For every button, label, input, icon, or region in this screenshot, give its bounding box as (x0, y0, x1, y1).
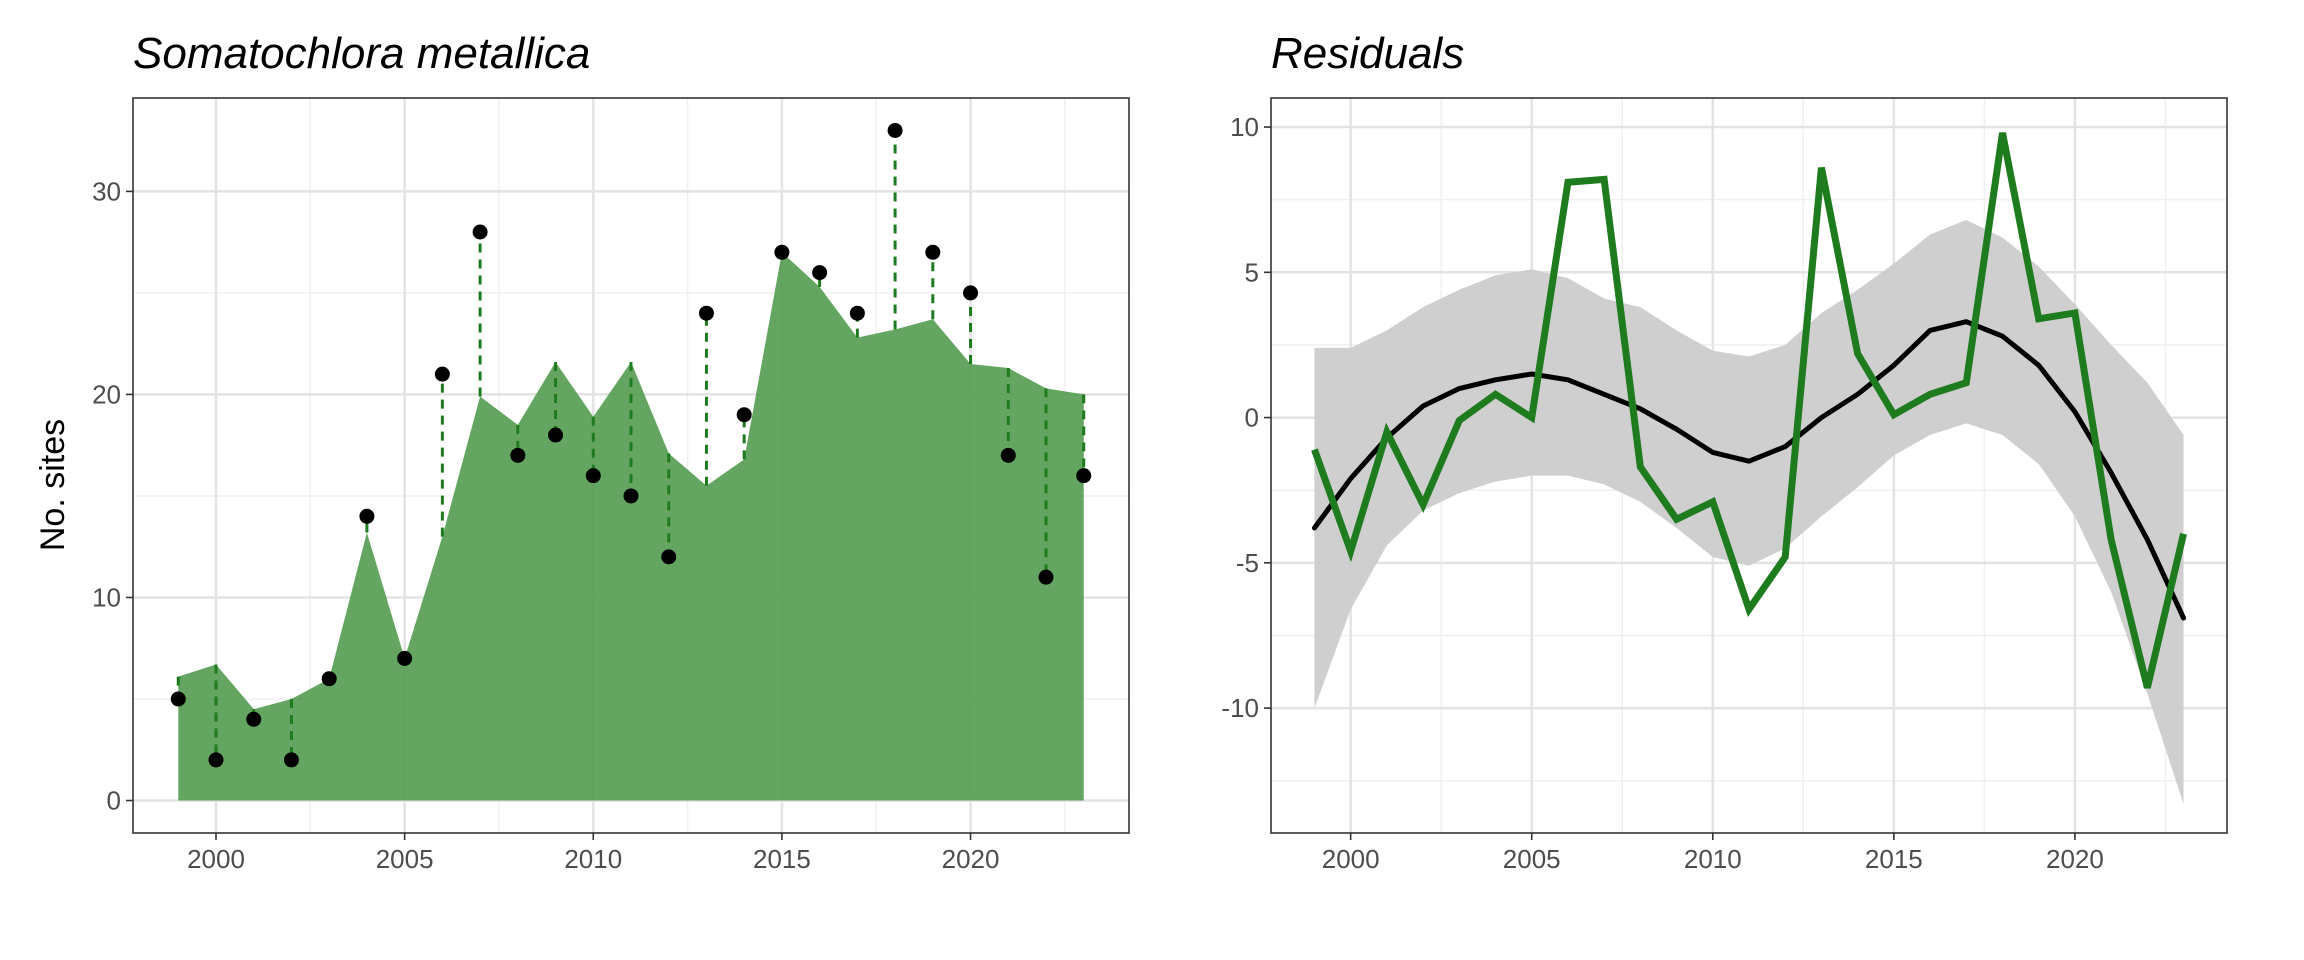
sites-ticks: 2000 2005 2010 2015 2020 0 10 20 30 (92, 176, 999, 874)
observed-point (434, 366, 450, 382)
sites-x-tick-label: 2015 (753, 844, 811, 874)
residuals-y-tick-label: -10 (1221, 693, 1259, 723)
residuals-panel-border (1270, 97, 2228, 834)
residuals-y-tick-label: -5 (1236, 548, 1259, 578)
observed-point (736, 407, 752, 423)
sites-y-tick-label: 0 (107, 786, 121, 816)
sites-y-axis-label: No. sites (34, 419, 72, 551)
residuals-y-tick-label: 5 (1245, 257, 1259, 287)
observed-point (1000, 447, 1016, 463)
observed-point (397, 650, 413, 666)
observed-point (585, 468, 601, 484)
observed-point (698, 305, 714, 321)
sites-x-tick-label: 2000 (187, 844, 245, 874)
residuals-x-tick-label: 2000 (1322, 844, 1380, 874)
observed-point (472, 224, 488, 240)
observed-point (963, 285, 979, 301)
observed-point (548, 427, 564, 443)
observed-point (321, 671, 337, 687)
sites-data-layer (170, 122, 1092, 801)
sites-y-tick-label: 20 (92, 379, 121, 409)
observed-point (510, 447, 526, 463)
residuals-line (1311, 132, 2187, 689)
sites-panel-border (132, 97, 1130, 834)
observed-point (246, 711, 262, 727)
residuals-x-tick-label: 2005 (1503, 844, 1561, 874)
sites-y-tick-label: 10 (92, 582, 121, 612)
residuals-x-tick-label: 2015 (1865, 844, 1923, 874)
sites-x-tick-label: 2010 (564, 844, 622, 874)
sites-x-tick-label: 2005 (376, 844, 434, 874)
sites-y-tick-label: 30 (92, 176, 121, 206)
smooth-trend-line (1311, 319, 2187, 621)
observed-point (1076, 468, 1092, 484)
residuals-x-tick-label: 2010 (1684, 844, 1742, 874)
residuals-y-tick-label: 10 (1230, 112, 1259, 142)
observed-point (812, 265, 828, 281)
residuals-y-tick-label: 0 (1245, 403, 1259, 433)
sites-panel-title: Somatochlora metallica (133, 29, 590, 78)
residuals-x-tick-label: 2020 (2046, 844, 2104, 874)
observed-point (623, 488, 639, 504)
sites-x-tick-label: 2020 (942, 844, 1000, 874)
observed-point (774, 244, 790, 260)
residuals-ticks: 2000 2005 2010 2015 2020 -10 -5 0 5 10 (1221, 112, 2103, 874)
observed-point (283, 752, 299, 768)
observed-point (1038, 569, 1054, 585)
residuals-panel-title: Residuals (1271, 29, 1464, 78)
observed-point (661, 549, 677, 565)
observed-point (359, 508, 375, 524)
residuals-data-layer (1311, 132, 2187, 804)
observed-point (208, 752, 224, 768)
observed-point (170, 691, 186, 707)
observed-point (849, 305, 865, 321)
sites-panel: Somatochlora metallica No. sites 2000 200… (34, 29, 1130, 874)
observed-point (925, 244, 941, 260)
observed-point (887, 122, 903, 138)
residuals-panel: Residuals 2000 2005 2010 2015 2020 -10 -5 0 5 10 (1221, 29, 2228, 874)
